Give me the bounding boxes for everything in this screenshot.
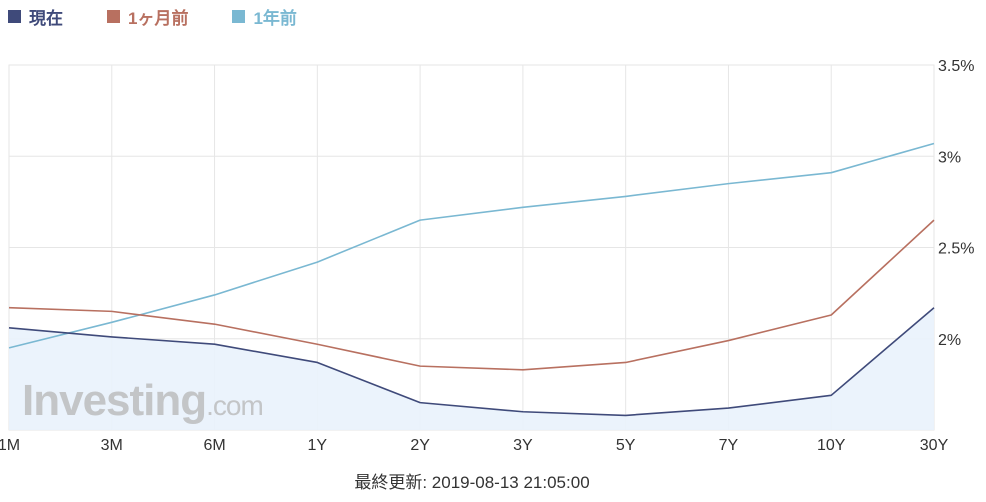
x-tick-label: 1M <box>0 437 20 454</box>
x-tick-label: 30Y <box>920 437 949 454</box>
x-tick-label: 1Y <box>308 437 328 454</box>
series-line <box>8 142 935 349</box>
x-tick-label: 5Y <box>616 437 636 454</box>
series-line <box>8 219 935 371</box>
chart-legend: 現在 1ヶ月前 1年前 <box>8 4 297 29</box>
legend-item[interactable]: 1ヶ月前 <box>107 4 188 29</box>
x-tick-label: 7Y <box>719 437 739 454</box>
y-tick-label: 3% <box>938 149 961 166</box>
x-tick-label: 3M <box>101 437 123 454</box>
x-tick-label: 3Y <box>513 437 533 454</box>
series-area-fill <box>9 307 934 430</box>
x-tick-label: 6M <box>203 437 225 454</box>
legend-label: 現在 <box>29 9 63 28</box>
y-tick-label: 3.5% <box>938 58 974 75</box>
y-tick-label: 2.5% <box>938 241 974 258</box>
x-tick-label: 10Y <box>817 437 846 454</box>
legend-swatch <box>107 10 120 23</box>
legend-swatch <box>232 10 246 23</box>
series-line <box>8 307 935 417</box>
last-updated-timestamp: 最終更新: 2019-08-13 21:05:00 <box>354 473 590 492</box>
legend-item[interactable]: 現在 <box>8 4 63 29</box>
legend-label: 1年前 <box>253 9 297 28</box>
x-tick-label: 2Y <box>410 437 430 454</box>
legend-swatch <box>8 10 21 23</box>
legend-label: 1ヶ月前 <box>128 9 189 28</box>
y-tick-label: 2% <box>938 332 961 349</box>
investing-watermark: Investing.com <box>22 376 263 425</box>
legend-item[interactable]: 1年前 <box>232 4 297 29</box>
